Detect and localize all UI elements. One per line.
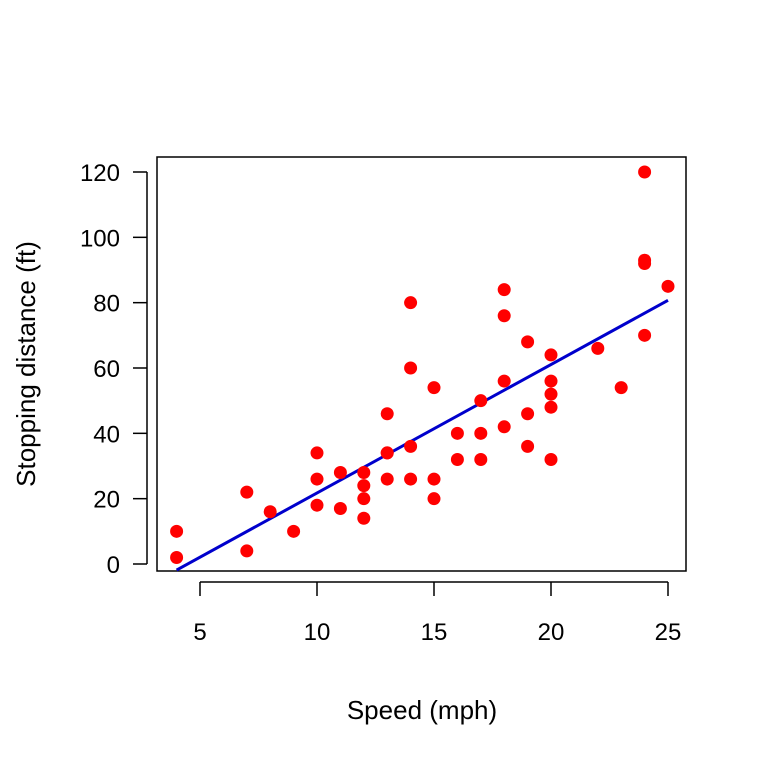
data-point [497, 420, 511, 434]
data-point [310, 498, 324, 512]
data-point [544, 348, 558, 362]
x-axis: 5 10 15 20 25 [193, 581, 682, 646]
data-point [497, 283, 511, 297]
data-point [544, 387, 558, 401]
data-point [240, 485, 254, 499]
x-tick-label: 20 [538, 619, 565, 646]
y-tick-label: 40 [93, 421, 120, 448]
data-point [427, 472, 441, 486]
data-point [333, 466, 347, 480]
data-point [310, 446, 324, 460]
data-point [544, 400, 558, 414]
data-point [357, 511, 371, 525]
data-point [380, 446, 394, 460]
y-tick-label: 60 [93, 356, 120, 383]
data-point [450, 426, 464, 440]
regression-line [175, 298, 669, 572]
y-tick-label: 80 [93, 291, 120, 318]
data-point [544, 452, 558, 466]
data-point [661, 279, 675, 293]
data-point [474, 394, 488, 408]
data-point [240, 544, 254, 558]
data-point [521, 335, 535, 349]
data-point [521, 439, 535, 453]
data-point [380, 407, 394, 421]
data-point [357, 479, 371, 493]
data-point [404, 296, 418, 310]
data-point [357, 492, 371, 506]
data-point [474, 452, 488, 466]
x-tick-label: 10 [304, 619, 331, 646]
y-tick-label: 100 [80, 225, 120, 252]
y-tick-label: 0 [107, 552, 120, 579]
data-point [310, 472, 324, 486]
y-tick-label: 20 [93, 487, 120, 514]
data-point [521, 407, 535, 421]
x-tick-label: 5 [193, 619, 206, 646]
data-point [497, 374, 511, 388]
y-axis-title: Stopping distance (ft) [11, 241, 41, 487]
data-point [544, 374, 558, 388]
data-point [638, 328, 652, 342]
y-axis: 0 20 40 60 80 100 120 [80, 160, 148, 579]
data-point [333, 501, 347, 515]
data-point [404, 472, 418, 486]
data-point [497, 309, 511, 323]
data-point [404, 439, 418, 453]
data-point [427, 492, 441, 506]
data-point [427, 381, 441, 395]
x-tick-label: 15 [421, 619, 448, 646]
data-point [404, 361, 418, 375]
data-point [638, 165, 652, 179]
data-point [357, 466, 371, 480]
data-point [614, 381, 628, 395]
plot-frame [156, 156, 687, 572]
data-point [380, 472, 394, 486]
x-axis-title: Speed (mph) [347, 695, 497, 725]
data-point [170, 524, 184, 538]
data-point [450, 452, 464, 466]
data-point [474, 426, 488, 440]
data-point [263, 505, 277, 519]
data-point [638, 253, 652, 267]
data-point [591, 341, 605, 355]
y-tick-label: 120 [80, 160, 120, 187]
x-tick-label: 25 [655, 619, 682, 646]
data-point [170, 550, 184, 564]
data-point [287, 524, 301, 538]
fit-line-layer [175, 298, 669, 572]
points-layer [170, 165, 675, 564]
